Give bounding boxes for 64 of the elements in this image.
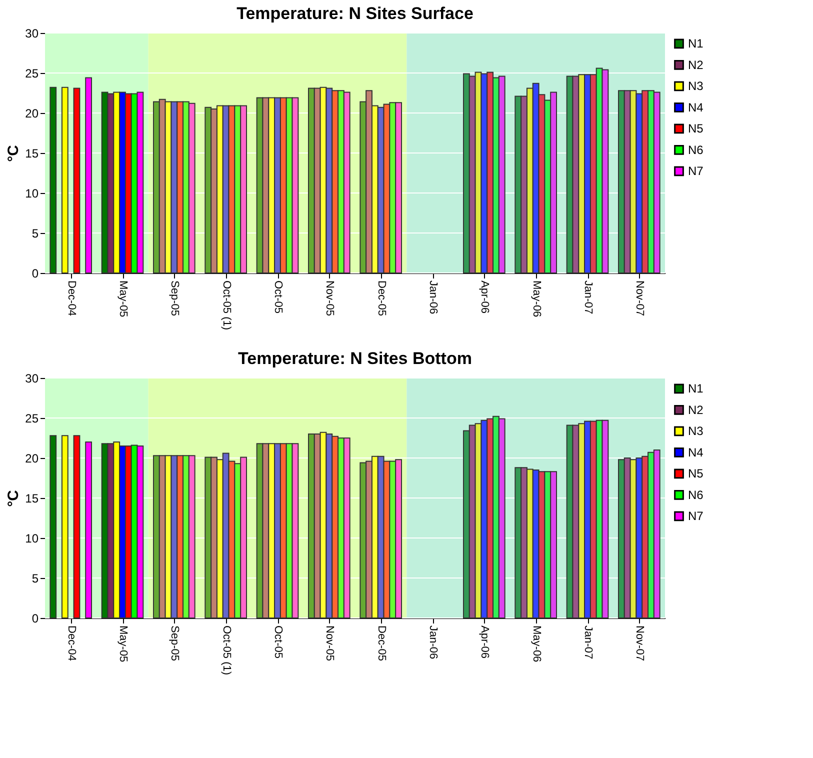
x-tick-label: May-06 [530,280,542,318]
y-tick-label: 10 [25,532,39,546]
y-tick-label: 20 [25,106,39,120]
bar [50,435,57,618]
y-tick-label: 25 [25,66,39,80]
y-axis-title: °C [5,144,22,162]
chart-title: Temperature: N Sites Surface [236,4,474,23]
chart-title: Temperature: N Sites Bottom [238,349,472,368]
bar [50,86,57,274]
y-tick-label: 30 [25,26,39,40]
y-tick-label: 30 [25,372,39,386]
x-tick-label: Apr-06 [478,626,491,659]
x-tick-label: Dec-04 [65,626,78,661]
x-tick-label: Oct-05 [272,626,284,659]
legend-label: N2 [688,58,704,72]
y-tick-label: 5 [32,572,39,586]
legend-label: N2 [688,402,704,417]
legend-label: N3 [688,424,704,438]
legend-label: N4 [688,100,704,114]
bar [61,435,68,618]
bar [73,88,80,274]
x-tick-label: Sep-05 [168,626,181,661]
bar [73,435,80,618]
y-tick-label: 25 [25,412,39,426]
x-tick-label: Jan-06 [427,280,439,314]
y-tick-label: 10 [25,186,39,200]
x-tick-label: Dec-05 [375,626,388,661]
x-tick-label: May-05 [117,626,129,662]
legend-label: N1 [688,382,704,396]
x-tick-label: Nov-07 [634,280,646,316]
x-tick-label: Oct-05 (1) [220,280,232,330]
legend-label: N1 [688,36,704,51]
bar [61,86,68,274]
legend-label: N6 [688,488,704,502]
x-tick-label: Nov-05 [324,626,336,661]
legend-label: N5 [688,122,704,136]
legend-label: N6 [688,142,704,157]
x-tick-label: Dec-05 [375,280,388,316]
y-tick-label: 15 [25,492,39,506]
x-tick-label: May-06 [530,626,542,662]
x-tick-label: Nov-05 [324,280,336,316]
x-tick-label: Jan-06 [427,626,439,660]
legend-label: N7 [688,164,704,178]
x-tick-label: Dec-04 [65,280,78,316]
legend-label: N7 [688,509,704,524]
x-tick-label: Apr-06 [478,280,491,314]
y-tick-label: 20 [25,452,39,466]
y-axis-title: °C [5,490,22,507]
y-tick-label: 0 [32,266,39,280]
x-tick-label: Nov-07 [634,626,646,661]
y-tick-label: 5 [32,226,39,240]
x-tick-label: Sep-05 [168,280,181,316]
legend-label: N4 [688,445,704,460]
y-tick-label: 0 [32,612,39,626]
x-tick-label: Oct-05 [272,280,284,314]
x-tick-label: Jan-07 [582,280,594,314]
legend-label: N3 [688,79,704,94]
legend-label: N5 [688,466,704,481]
x-tick-label: May-05 [117,280,129,318]
y-tick-label: 15 [25,146,39,160]
x-tick-label: Jan-07 [582,626,594,660]
bar [85,442,92,618]
x-tick-label: Oct-05 (1) [220,626,232,676]
bar [85,77,92,274]
